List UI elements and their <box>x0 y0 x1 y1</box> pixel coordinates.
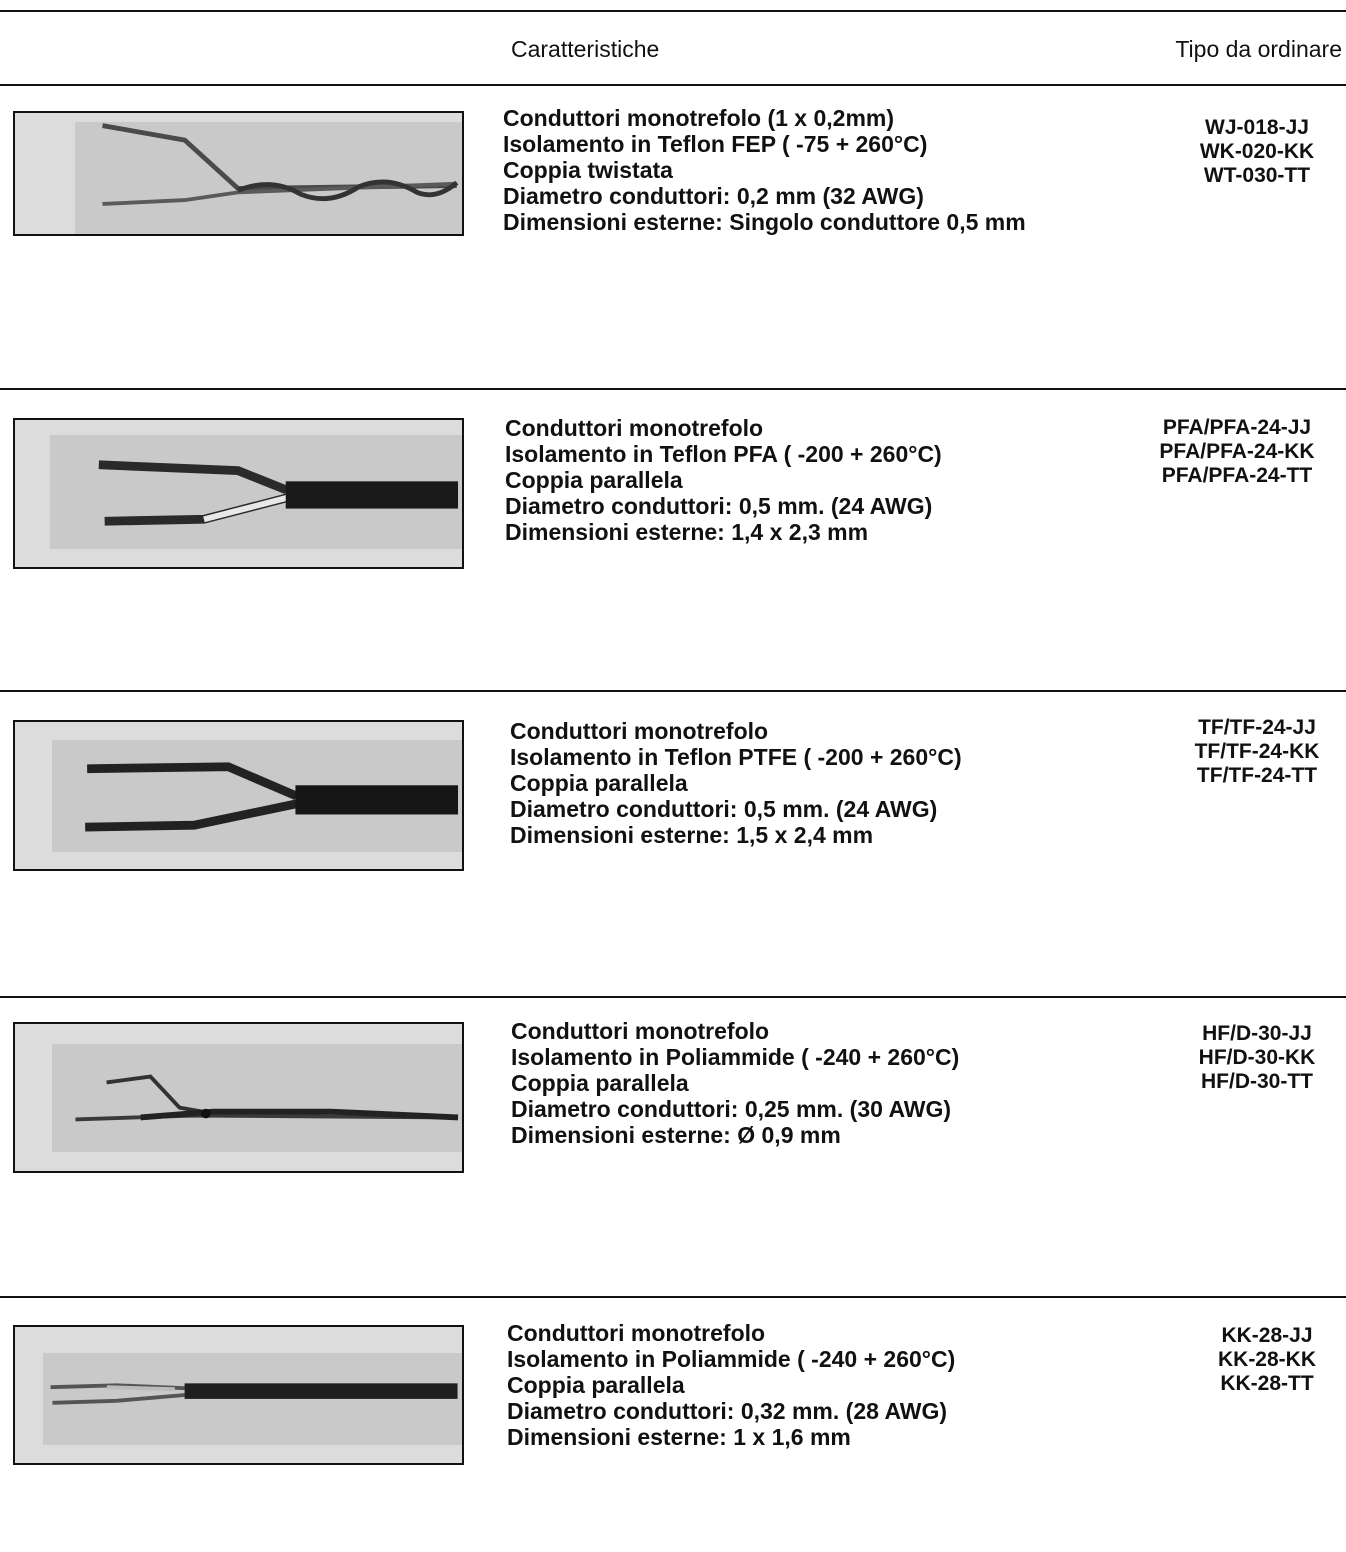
feature-item: Diametro conduttori: 0,5 mm. (24 AWG) <box>510 796 938 822</box>
feature-item: Dimensioni esterne: Ø 0,9 mm <box>511 1122 841 1148</box>
order-code: HF/D-30-KK <box>1198 1046 1316 1069</box>
feature-item: Isolamento in Poliammide ( -240 + 260°C) <box>507 1346 956 1372</box>
row-divider <box>0 690 1346 692</box>
header-features: Caratteristiche <box>511 36 660 62</box>
order-code: KK-28-KK <box>1217 1348 1316 1371</box>
feature-item: Diametro conduttori: 0,5 mm. (24 AWG) <box>505 493 933 519</box>
feature-item: Diametro conduttori: 0,32 mm. (28 AWG) <box>507 1398 948 1424</box>
cable-photo-ptfe <box>13 720 464 871</box>
feature-item: Diametro conduttori: 0,25 mm. (30 AWG) <box>511 1096 952 1122</box>
cable-flat-icon <box>50 1383 458 1405</box>
features-list: Conduttori monotrefolo Isolamento in Tef… <box>505 415 942 545</box>
order-code: KK-28-JJ <box>1221 1324 1313 1347</box>
cable-parallel-icon <box>85 762 459 832</box>
feature-item: Coppia parallela <box>511 1070 689 1096</box>
feature-item: Dimensioni esterne: Singolo conduttore 0… <box>503 209 1026 235</box>
order-codes: WJ-018-JJ WK-020-KK WT-030-TT <box>1172 116 1342 188</box>
order-codes: HF/D-30-JJ HF/D-30-KK HF/D-30-TT <box>1172 1022 1342 1094</box>
feature-item: Conduttori monotrefolo (1 x 0,2mm) <box>503 105 894 131</box>
header-order-type: Tipo da ordinare <box>1175 36 1342 62</box>
feature-item: Diametro conduttori: 0,2 mm (32 AWG) <box>503 183 924 209</box>
order-codes: KK-28-JJ KK-28-KK KK-28-TT <box>1192 1324 1342 1396</box>
top-rule <box>0 10 1346 12</box>
order-codes: TF/TF-24-JJ TF/TF-24-KK TF/TF-24-TT <box>1172 716 1342 788</box>
features-list: Conduttori monotrefolo (1 x 0,2mm) Isola… <box>503 105 1026 235</box>
cable-photo-twisted <box>13 111 464 236</box>
feature-item: Isolamento in Teflon FEP ( -75 + 260°C) <box>503 131 928 157</box>
row-divider <box>0 1296 1346 1298</box>
cable-photo-polyamide-028 <box>13 1325 464 1465</box>
order-code: PFA/PFA-24-JJ <box>1162 416 1312 439</box>
order-code: TF/TF-24-KK <box>1194 740 1320 763</box>
feature-item: Conduttori monotrefolo <box>505 415 764 441</box>
feature-item: Conduttori monotrefolo <box>507 1320 766 1346</box>
feature-item: Dimensioni esterne: 1 x 1,6 mm <box>507 1424 851 1450</box>
order-code: WK-020-KK <box>1199 140 1315 163</box>
feature-item: Conduttori monotrefolo <box>510 718 769 744</box>
header-rule <box>0 84 1346 86</box>
feature-item: Dimensioni esterne: 1,4 x 2,3 mm <box>505 519 869 545</box>
cable-photo-pfa <box>13 418 464 569</box>
order-code: KK-28-TT <box>1220 1372 1314 1395</box>
feature-item: Isolamento in Teflon PTFE ( -200 + 260°C… <box>510 744 962 770</box>
features-list: Conduttori monotrefolo Isolamento in Pol… <box>507 1320 955 1450</box>
order-code: PFA/PFA-24-KK <box>1159 440 1315 463</box>
order-code: PFA/PFA-24-TT <box>1161 464 1313 487</box>
cable-thin-icon <box>75 1074 459 1122</box>
features-list: Conduttori monotrefolo Isolamento in Tef… <box>510 718 962 848</box>
feature-item: Isolamento in Poliammide ( -240 + 260°C) <box>511 1044 960 1070</box>
row-divider <box>0 388 1346 390</box>
features-list: Conduttori monotrefolo Isolamento in Pol… <box>511 1018 959 1148</box>
order-code: WT-030-TT <box>1203 164 1311 187</box>
feature-item: Coppia parallela <box>507 1372 685 1398</box>
order-code: TF/TF-24-TT <box>1196 764 1318 787</box>
feature-item: Dimensioni esterne: 1,5 x 2,4 mm <box>510 822 874 848</box>
feature-item: Coppia parallela <box>510 770 688 796</box>
feature-item: Isolamento in Teflon PFA ( -200 + 260°C) <box>505 441 942 467</box>
feature-item: Conduttori monotrefolo <box>511 1018 770 1044</box>
order-code: TF/TF-24-JJ <box>1198 716 1316 739</box>
feature-item: Coppia twistata <box>503 157 673 183</box>
cable-twisted-icon <box>102 123 459 206</box>
order-codes: PFA/PFA-24-JJ PFA/PFA-24-KK PFA/PFA-24-T… <box>1132 416 1342 488</box>
feature-item: Coppia parallela <box>505 467 683 493</box>
order-code: HF/D-30-JJ <box>1202 1022 1312 1045</box>
row-divider <box>0 996 1346 998</box>
cable-photo-polyamide-030 <box>13 1022 464 1173</box>
order-code: HF/D-30-TT <box>1201 1070 1313 1093</box>
order-code: WJ-018-JJ <box>1205 116 1309 139</box>
cable-parallel-icon <box>98 460 459 526</box>
